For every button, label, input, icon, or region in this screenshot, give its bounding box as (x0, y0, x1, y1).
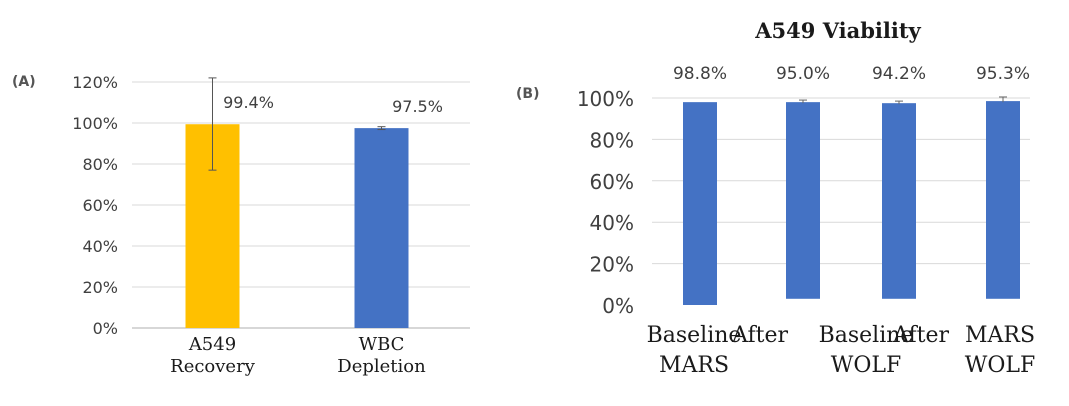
b-bar (683, 102, 717, 305)
b-category-label: MARS (965, 323, 1035, 348)
b-category-label: After (892, 323, 950, 348)
b-data-label: 98.8% (673, 64, 727, 84)
panel-b-label: (B) (516, 86, 540, 102)
a-category-label: Depletion (337, 356, 426, 377)
b-category-label: Baseline (819, 323, 914, 348)
a-category-label: Recovery (170, 356, 256, 377)
b-category-label: After (731, 323, 789, 348)
b-y-tick-label: 100% (577, 87, 634, 111)
b-data-label: 94.2% (872, 64, 926, 84)
a-category-label: A549 (188, 334, 236, 355)
a-y-tick-label: 0% (93, 319, 118, 338)
a-data-label: 97.5% (392, 97, 443, 116)
b-category-label: MARS (659, 353, 729, 378)
a-y-tick-label: 80% (82, 155, 118, 174)
b-category-label: WOLF (965, 353, 1036, 378)
b-bar (986, 101, 1020, 299)
a-y-tick-label: 100% (72, 114, 118, 133)
b-bar (786, 102, 820, 299)
b-bar (882, 103, 916, 299)
a-bar (354, 128, 409, 328)
b-y-tick-label: 80% (590, 128, 634, 152)
b-data-label: 95.0% (776, 64, 830, 84)
a-category-label: WBC (359, 334, 405, 355)
a-y-tick-label: 60% (82, 196, 118, 215)
panel-a-label: (A) (12, 74, 36, 90)
b-chart-title: A549 Viability (754, 18, 921, 43)
a-data-label: 99.4% (223, 93, 274, 112)
b-y-tick-label: 40% (590, 211, 634, 235)
a-y-tick-label: 20% (82, 278, 118, 297)
a-y-tick-label: 120% (72, 73, 118, 92)
b-data-label: 95.3% (976, 64, 1030, 84)
b-category-label: Baseline (647, 323, 742, 348)
a-y-tick-label: 40% (82, 237, 118, 256)
b-y-tick-label: 20% (590, 253, 634, 277)
b-category-label: WOLF (831, 353, 902, 378)
b-y-tick-label: 60% (590, 170, 634, 194)
b-y-tick-label: 0% (602, 294, 634, 318)
chart-b: A549 Viability 0% 20% 40% 60% 80% 100% 98.8% 95.… (577, 18, 1035, 378)
